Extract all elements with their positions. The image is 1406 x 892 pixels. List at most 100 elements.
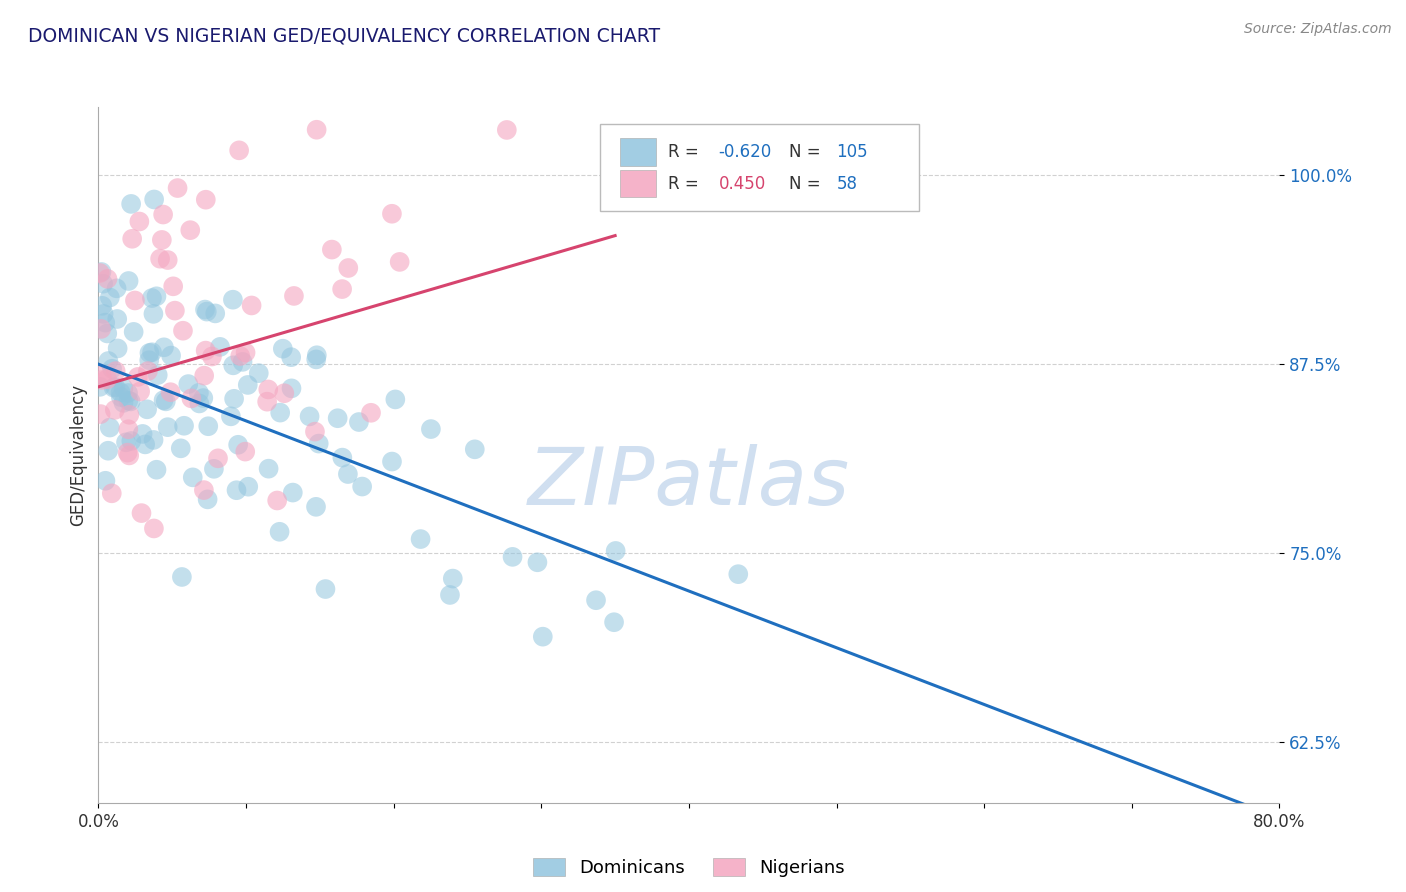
Point [269, 406, 291, 420]
Point [91, 277, 114, 291]
Point [107, 342, 129, 356]
Point [90, 368, 112, 383]
Point [384, 392, 406, 407]
Point [188, 396, 211, 410]
Point [94, 474, 117, 488]
Point [142, 307, 165, 321]
Point [173, 418, 195, 433]
Point [256, 394, 278, 409]
Point [305, 500, 328, 514]
Point [163, 303, 186, 318]
Point [96, 372, 118, 386]
Point [90, 322, 112, 336]
Text: 0.450: 0.450 [718, 175, 766, 193]
Point [409, 532, 432, 546]
Point [330, 450, 353, 465]
Point [143, 193, 166, 207]
Point [187, 385, 209, 400]
Point [152, 208, 174, 222]
Point [352, 479, 374, 493]
Point [149, 252, 172, 266]
Point [226, 438, 249, 452]
Point [727, 567, 749, 582]
Point [118, 449, 141, 463]
Point [150, 233, 173, 247]
Point [166, 181, 188, 195]
Text: N =: N = [789, 175, 821, 193]
Point [180, 392, 202, 406]
Point [115, 435, 138, 450]
Point [381, 207, 404, 221]
Point [129, 384, 152, 399]
Text: ZIPatlas: ZIPatlas [527, 443, 851, 522]
Point [156, 420, 179, 434]
Point [266, 493, 288, 508]
Point [337, 260, 360, 275]
Point [207, 451, 229, 466]
Point [283, 289, 305, 303]
Point [381, 454, 404, 468]
Point [117, 422, 139, 436]
Point [141, 345, 163, 359]
Point [193, 368, 215, 383]
Point [138, 346, 160, 360]
Point [118, 408, 141, 422]
Point [197, 419, 219, 434]
Point [136, 402, 159, 417]
Point [145, 289, 167, 303]
Point [197, 492, 219, 507]
Point [104, 364, 127, 378]
Point [194, 193, 217, 207]
Point [224, 392, 246, 406]
Point [177, 377, 200, 392]
Point [314, 582, 336, 596]
Point [222, 359, 245, 373]
Point [321, 243, 343, 257]
Point [156, 253, 179, 268]
Point [419, 422, 441, 436]
Point [120, 434, 142, 448]
Point [204, 306, 226, 320]
Point [298, 409, 321, 424]
Point [105, 281, 128, 295]
Point [308, 436, 330, 450]
Text: R =: R = [668, 175, 699, 193]
Point [131, 426, 153, 441]
Point [273, 386, 295, 401]
Point [131, 506, 153, 520]
Point [305, 348, 328, 362]
Point [225, 483, 247, 498]
Point [464, 442, 486, 457]
Point [112, 396, 135, 410]
Point [585, 593, 607, 607]
Point [271, 342, 294, 356]
Bar [620, 138, 655, 166]
Point [142, 521, 165, 535]
Point [101, 486, 124, 500]
Point [120, 197, 142, 211]
Point [201, 350, 224, 364]
Point [97, 354, 120, 368]
Point [91, 299, 114, 313]
Point [121, 232, 143, 246]
Point [326, 411, 349, 425]
Point [170, 442, 193, 456]
Point [330, 282, 353, 296]
Point [98, 291, 121, 305]
Point [110, 385, 132, 400]
Point [90, 373, 112, 387]
Point [531, 630, 554, 644]
Point [605, 544, 627, 558]
Point [89, 380, 111, 394]
Point [219, 409, 242, 424]
Point [495, 123, 517, 137]
Point [247, 366, 270, 380]
Point [96, 326, 118, 341]
Point [134, 437, 156, 451]
Point [526, 555, 548, 569]
Point [97, 443, 120, 458]
Text: 58: 58 [837, 175, 858, 193]
Point [146, 368, 169, 382]
Point [336, 467, 359, 481]
Point [257, 461, 280, 475]
